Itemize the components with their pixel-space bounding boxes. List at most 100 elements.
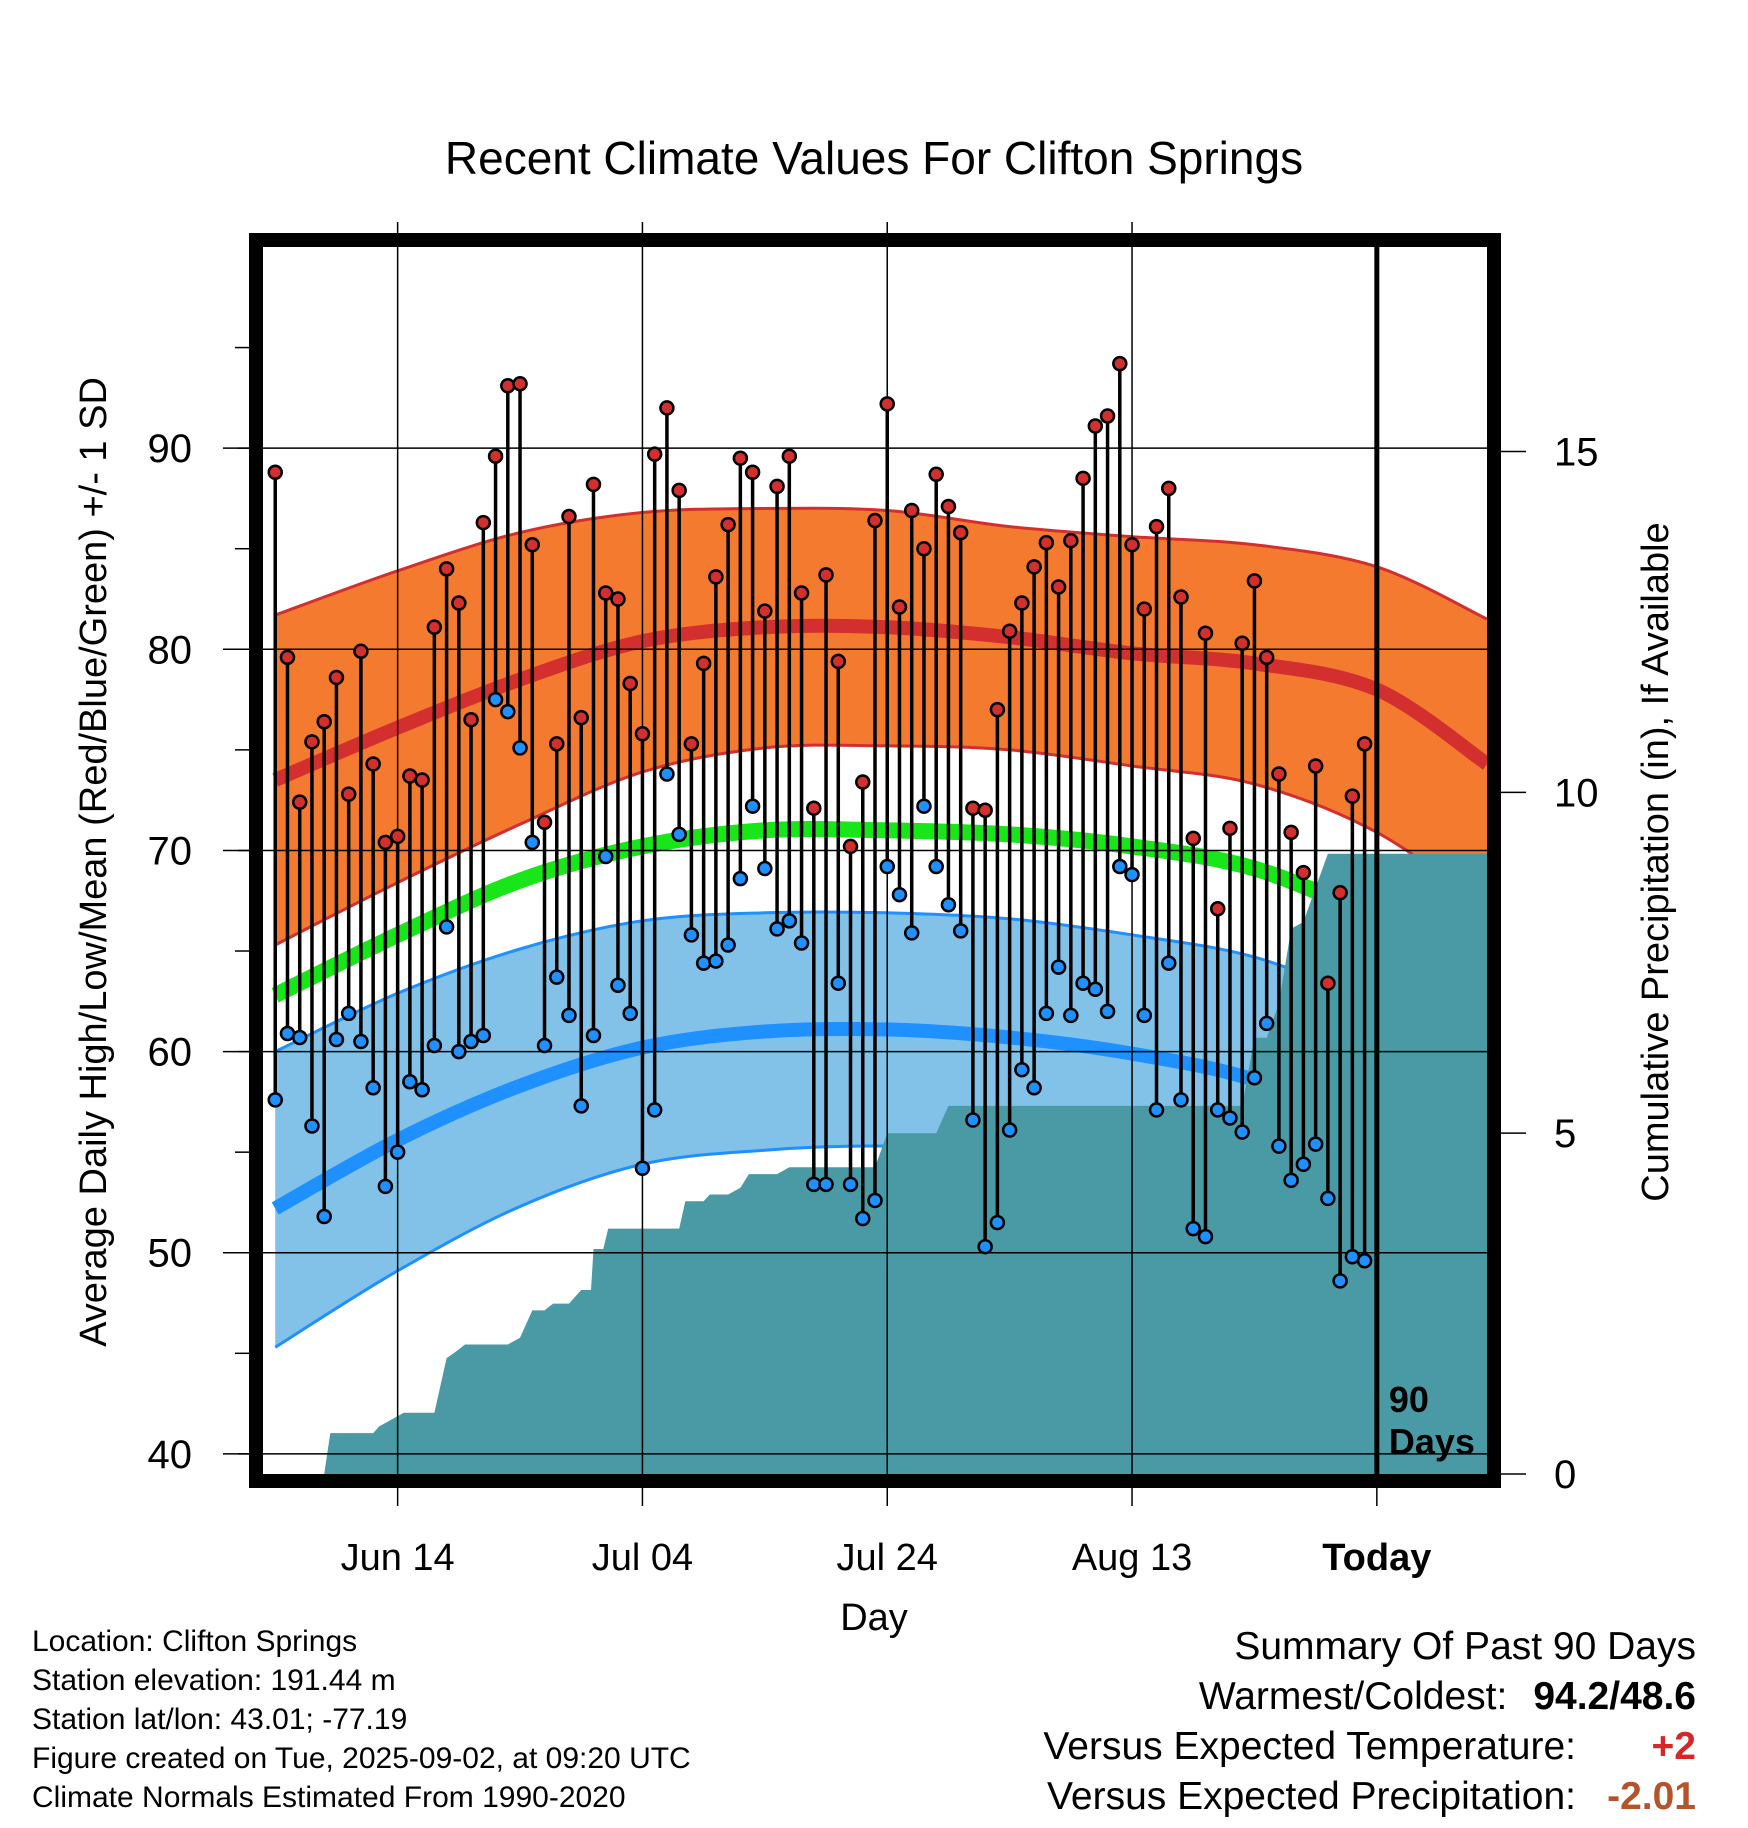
today-marker-label: 90 Days bbox=[1389, 1379, 1475, 1462]
daily-low-point bbox=[1295, 1156, 1312, 1172]
daily-low-point bbox=[1197, 1228, 1214, 1245]
daily-low-point bbox=[855, 1210, 871, 1227]
daily-low-point bbox=[389, 1144, 406, 1160]
today-marker-line: Days bbox=[1389, 1421, 1475, 1462]
daily-high-point bbox=[438, 561, 455, 577]
low-sd-band bbox=[275, 911, 1487, 1348]
daily-low-point bbox=[573, 1098, 589, 1114]
summary-panel: Summary Of Past 90 Days Warmest/Coldest:… bbox=[1043, 1622, 1696, 1822]
daily-low-point bbox=[683, 927, 700, 943]
daily-high-point bbox=[1099, 408, 1116, 424]
daily-low-point bbox=[1063, 1007, 1079, 1024]
daily-low-point bbox=[965, 1112, 981, 1128]
daily-high-point bbox=[793, 585, 810, 601]
daily-low-point bbox=[328, 1031, 345, 1048]
daily-high-point bbox=[744, 464, 761, 481]
daily-high-point bbox=[646, 446, 663, 462]
daily-high-point bbox=[1173, 589, 1189, 605]
temp-value: +2 bbox=[1651, 1725, 1696, 1768]
daily-high-point bbox=[561, 508, 577, 525]
daily-high-point bbox=[1295, 864, 1312, 881]
y-tick-label: 70 bbox=[148, 829, 193, 873]
daily-high-point bbox=[1148, 518, 1165, 535]
warm-cold-row: Warmest/Coldest: 94.2/48.6 bbox=[1043, 1672, 1696, 1722]
daily-low-point bbox=[634, 1160, 651, 1177]
warm-cold-value: 94.2/48.6 bbox=[1533, 1675, 1696, 1718]
daily-high-point bbox=[340, 786, 357, 802]
x-axis-label: Day bbox=[840, 1597, 908, 1639]
daily-high-point bbox=[451, 595, 467, 611]
daily-high-point bbox=[1283, 824, 1299, 841]
daily-high-point bbox=[1050, 579, 1067, 595]
daily-low-point bbox=[1087, 981, 1104, 997]
daily-low-point bbox=[1001, 1122, 1018, 1138]
daily-high-point bbox=[732, 450, 749, 466]
daily-low-point bbox=[1234, 1124, 1250, 1140]
daily-low-point bbox=[1124, 866, 1140, 883]
daily-low-point bbox=[597, 848, 614, 865]
daily-low-point bbox=[1320, 1190, 1336, 1207]
daily-low-point bbox=[524, 834, 541, 851]
y-tick-label: 40 bbox=[148, 1433, 193, 1477]
daily-low-point bbox=[1258, 1015, 1275, 1032]
daily-high-point bbox=[1332, 884, 1348, 901]
precipitation-area bbox=[275, 853, 1487, 1474]
daily-high-point bbox=[512, 376, 528, 392]
daily-high-point bbox=[781, 448, 798, 464]
daily-low-point bbox=[769, 921, 785, 937]
daily-high-point bbox=[475, 514, 492, 531]
location-text: Location: Clifton Springs bbox=[32, 1625, 358, 1658]
daily-low-point bbox=[1038, 1005, 1055, 1022]
daily-low-point bbox=[916, 798, 932, 814]
daily-high-point bbox=[634, 726, 651, 742]
daily-low-point bbox=[1099, 1003, 1116, 1020]
y2-tick-label: 10 bbox=[1554, 771, 1599, 815]
daily-low-point bbox=[463, 1033, 479, 1050]
daily-high-point bbox=[842, 838, 859, 855]
daily-low-point bbox=[316, 1208, 332, 1225]
daily-low-point bbox=[304, 1118, 320, 1134]
daily-low-point bbox=[671, 826, 687, 843]
daily-low-point bbox=[1271, 1138, 1287, 1154]
daily-high-point bbox=[1356, 736, 1373, 752]
daily-low-point bbox=[1136, 1007, 1153, 1024]
daily-low-point bbox=[879, 858, 895, 875]
daily-high-point bbox=[940, 498, 957, 515]
y-tick-label: 60 bbox=[148, 1031, 193, 1075]
daily-low-point bbox=[1173, 1092, 1189, 1108]
daily-high-point bbox=[855, 774, 871, 790]
daily-high-point bbox=[316, 713, 332, 730]
daily-high-point bbox=[757, 603, 773, 619]
daily-high-point bbox=[267, 464, 283, 481]
daily-high-point bbox=[1075, 470, 1091, 487]
y2-axis-label: Cumulative Precipitation (in), If Availa… bbox=[1635, 522, 1677, 1201]
daily-low-point bbox=[732, 870, 749, 887]
daily-low-point bbox=[646, 1102, 663, 1118]
daily-low-point bbox=[1246, 1069, 1263, 1086]
daily-high-point bbox=[1136, 601, 1153, 617]
daily-high-point bbox=[610, 591, 626, 607]
daily-high-point bbox=[867, 512, 883, 529]
daily-low-point bbox=[1148, 1102, 1165, 1118]
temp-label: Versus Expected Temperature: bbox=[1043, 1725, 1576, 1768]
y-tick-label: 90 bbox=[148, 427, 193, 471]
daily-low-point bbox=[267, 1092, 283, 1108]
x-tick-label: Jun 14 bbox=[341, 1537, 455, 1579]
precip-row: Versus Expected Precipitation: -2.01 bbox=[1043, 1772, 1696, 1822]
daily-high-point bbox=[720, 516, 736, 533]
daily-low-point bbox=[1332, 1273, 1348, 1289]
daily-low-point bbox=[414, 1082, 430, 1098]
daily-high-point bbox=[659, 400, 675, 416]
daily-low-point bbox=[720, 937, 736, 953]
daily-high-point bbox=[818, 567, 834, 583]
daily-low-point bbox=[952, 923, 969, 939]
created-text: Figure created on Tue, 2025-09-02, at 09… bbox=[32, 1742, 691, 1775]
plot-frame bbox=[249, 233, 1501, 1488]
daily-low-point bbox=[426, 1037, 443, 1054]
y2-tick-label: 15 bbox=[1554, 431, 1599, 475]
daily-low-point bbox=[940, 897, 957, 913]
daily-low-point bbox=[291, 1029, 308, 1046]
normals-text: Climate Normals Estimated From 1990-2020 bbox=[32, 1781, 626, 1814]
daily-low-point bbox=[928, 858, 944, 875]
daily-high-point bbox=[414, 772, 430, 788]
